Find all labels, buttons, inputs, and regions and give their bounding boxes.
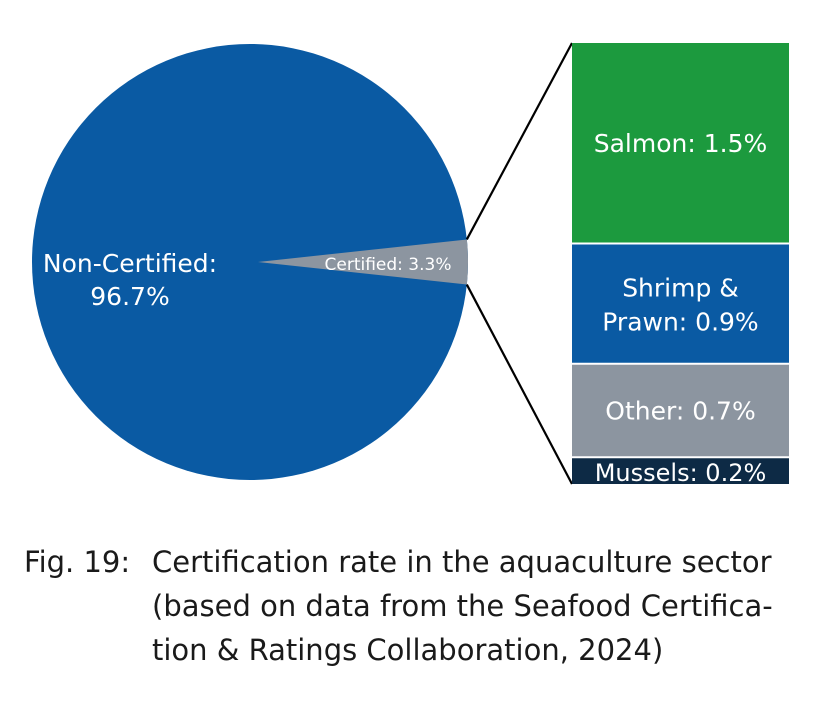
- bar-segment-mussels: [572, 457, 789, 484]
- connector-line-bottom: [465, 284, 573, 485]
- pie: [32, 44, 468, 480]
- caption-figure-number: Fig. 19:: [24, 545, 131, 579]
- shrimp-prawn-label: Shrimp &: [622, 274, 739, 303]
- shrimp-prawn-value: Prawn: 0.9%: [602, 308, 758, 337]
- mussels-label: Mussels: 0.2%: [595, 459, 767, 487]
- pie-of-bar-chart: Non-Certified: 96.7% Certified: 3.3% Salmon…: [32, 42, 789, 487]
- caption-line: (based on data from the Seafood Certific…: [152, 589, 773, 623]
- connector-lines: [465, 42, 573, 485]
- non-certified-label: Non-Certified:: [43, 249, 217, 278]
- labels: Non-Certified: 96.7% Certified: 3.3% Salmon…: [43, 129, 767, 487]
- caption-line: tion & Ratings Collaboration, 2024): [152, 633, 664, 667]
- other-label: Other: 0.7%: [605, 397, 755, 426]
- breakdown-bar: [572, 43, 789, 484]
- bar-segment-salmon: [572, 43, 789, 244]
- non-certified-value: 96.7%: [90, 282, 169, 311]
- connector-line-top: [465, 42, 573, 240]
- bar-segment-shrimp-prawn: [572, 243, 789, 364]
- salmon-label: Salmon: 1.5%: [594, 129, 768, 158]
- bar-segment-other: [572, 363, 789, 458]
- pie-slice-non-certified: [32, 44, 468, 480]
- caption-text: Certification rate in the aquaculture se…: [152, 540, 782, 672]
- caption-line: Certification rate in the aquaculture se…: [152, 545, 772, 579]
- pie-slice-certified: [258, 239, 468, 285]
- certified-label: Certified: 3.3%: [325, 255, 452, 275]
